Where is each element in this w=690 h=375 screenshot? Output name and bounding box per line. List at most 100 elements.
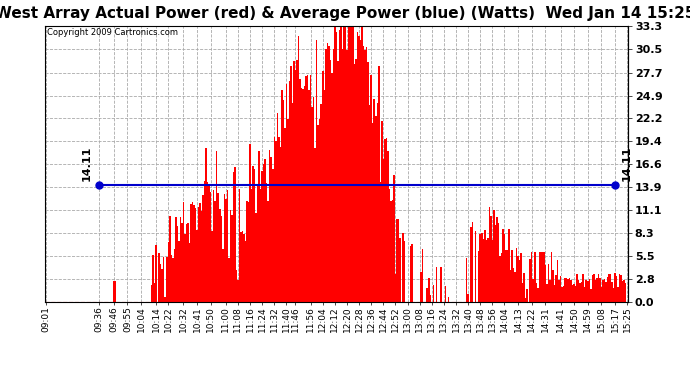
Bar — [262, 171, 263, 302]
Bar — [363, 46, 364, 302]
Bar — [174, 249, 175, 302]
Bar — [487, 238, 489, 302]
Bar — [539, 252, 540, 302]
Bar — [564, 278, 566, 302]
Bar — [563, 286, 564, 302]
Bar — [302, 89, 304, 302]
Bar — [397, 219, 400, 302]
Bar — [410, 246, 411, 302]
Bar — [552, 270, 553, 302]
Bar — [501, 253, 502, 302]
Bar — [316, 40, 317, 302]
Bar — [161, 269, 163, 302]
Bar — [255, 213, 257, 302]
Bar — [313, 97, 315, 302]
Bar — [234, 166, 236, 302]
Bar — [196, 230, 198, 302]
Bar — [292, 102, 293, 302]
Bar — [290, 66, 292, 302]
Bar — [320, 104, 322, 302]
Bar — [526, 289, 528, 302]
Bar — [219, 209, 221, 302]
Bar — [201, 211, 202, 302]
Bar — [319, 119, 320, 302]
Bar — [514, 272, 516, 302]
Bar — [534, 252, 535, 302]
Bar — [353, 26, 354, 302]
Bar — [333, 49, 334, 302]
Bar — [225, 200, 226, 302]
Bar — [168, 243, 169, 302]
Bar — [258, 151, 260, 302]
Bar — [390, 201, 392, 302]
Bar — [170, 255, 172, 302]
Bar — [595, 280, 596, 302]
Bar — [246, 201, 248, 302]
Bar — [578, 280, 580, 302]
Bar — [475, 231, 477, 302]
Bar — [618, 287, 619, 302]
Bar — [613, 288, 614, 302]
Bar — [349, 26, 351, 302]
Bar — [345, 27, 346, 302]
Bar — [343, 26, 345, 302]
Bar — [366, 47, 367, 302]
Text: Copyright 2009 Cartronics.com: Copyright 2009 Cartronics.com — [47, 28, 177, 37]
Bar — [555, 274, 557, 302]
Bar — [231, 215, 233, 302]
Bar — [537, 288, 539, 302]
Bar — [326, 43, 328, 302]
Bar — [531, 252, 533, 302]
Bar — [177, 226, 178, 302]
Bar — [422, 249, 424, 302]
Bar — [558, 280, 560, 302]
Bar — [393, 175, 395, 302]
Bar — [334, 26, 335, 302]
Bar — [605, 282, 607, 302]
Bar — [298, 36, 299, 302]
Bar — [576, 274, 578, 302]
Bar — [272, 170, 273, 302]
Bar — [216, 151, 217, 302]
Bar — [404, 241, 405, 302]
Bar — [317, 124, 319, 302]
Bar — [175, 217, 177, 302]
Bar — [566, 278, 567, 302]
Bar — [299, 79, 301, 302]
Bar — [543, 252, 544, 302]
Bar — [340, 26, 342, 302]
Bar — [178, 241, 179, 302]
Bar — [472, 222, 473, 302]
Bar — [189, 243, 190, 302]
Bar — [160, 264, 161, 302]
Bar — [226, 190, 228, 302]
Bar — [520, 253, 522, 302]
Bar — [375, 116, 377, 302]
Bar — [493, 210, 495, 302]
Bar — [495, 225, 496, 302]
Bar — [241, 231, 244, 302]
Bar — [619, 274, 620, 302]
Bar — [281, 90, 283, 302]
Bar — [315, 147, 316, 302]
Bar — [213, 190, 215, 302]
Bar — [230, 210, 231, 302]
Bar — [184, 234, 186, 302]
Bar — [322, 71, 324, 302]
Bar — [378, 66, 380, 302]
Bar — [250, 189, 253, 302]
Bar — [480, 234, 481, 302]
Bar — [513, 268, 514, 302]
Bar — [284, 128, 286, 302]
Bar — [448, 297, 449, 302]
Bar — [286, 84, 287, 302]
Bar — [179, 217, 181, 302]
Bar — [358, 36, 360, 302]
Bar — [540, 252, 542, 302]
Bar — [510, 270, 511, 302]
Bar — [202, 195, 204, 302]
Bar — [478, 251, 480, 302]
Bar — [204, 182, 206, 302]
Bar — [622, 281, 623, 302]
Bar — [211, 231, 213, 302]
